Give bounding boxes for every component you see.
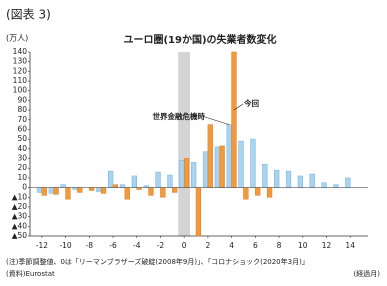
bar: [255, 187, 261, 196]
x-tick-label: 10: [298, 241, 308, 250]
x-tick-label: 6: [253, 241, 258, 250]
y-tick-label: ▲20: [12, 202, 28, 211]
bar: [274, 169, 280, 188]
y-tick-label: 80: [17, 105, 27, 114]
bar: [167, 174, 173, 188]
y-tick-label: 50: [17, 134, 27, 143]
x-tick-label: -10: [59, 241, 71, 250]
x-tick-label: 14: [345, 241, 355, 250]
y-tick-label: 130: [13, 57, 28, 66]
x-tick-label: 2: [206, 241, 211, 250]
annotation-line: [204, 116, 230, 125]
bar: [172, 187, 178, 193]
bar: [160, 187, 166, 198]
bar: [183, 158, 190, 188]
bar: [60, 184, 66, 188]
annotation-line: [233, 103, 244, 111]
bar: [191, 162, 197, 188]
y-tick-label: 120: [13, 66, 28, 75]
bar: [214, 146, 221, 188]
bar: [207, 124, 213, 188]
y-tick-label: ▲40: [12, 221, 28, 230]
series-annotation: 今回: [243, 98, 259, 108]
y-tick-label: 140: [13, 47, 28, 56]
bar: [321, 182, 327, 188]
y-tick-label: 60: [17, 124, 27, 133]
bar: [65, 187, 71, 200]
bar: [226, 124, 232, 188]
y-tick-label: 20: [17, 163, 27, 172]
bar: [333, 184, 339, 188]
y-tick-label: 0: [22, 183, 27, 192]
bar: [195, 187, 202, 237]
series-annotation: 世界金融危機時: [153, 111, 206, 121]
x-tick-label: -6: [109, 241, 117, 250]
bar: [148, 187, 154, 196]
bar: [297, 175, 304, 188]
x-tick-label: 0: [182, 241, 187, 250]
bar: [262, 164, 268, 188]
x-tick-label: 4: [229, 241, 234, 250]
y-tick-label: ▲50: [12, 231, 28, 240]
bar: [155, 171, 161, 188]
x-tick-label: 8: [277, 241, 282, 250]
bar: [238, 140, 244, 188]
y-tick-label: 10: [17, 173, 27, 182]
y-tick-label: 40: [17, 144, 27, 153]
bar: [179, 160, 185, 188]
bar: [202, 151, 209, 188]
note: (注)季節調整値、0は「リーマンブラザーズ破綻(2008年9月)」、「コロナショ…: [6, 257, 309, 266]
y-tick-label: 90: [17, 95, 27, 104]
highlight-band: [178, 52, 191, 236]
bar: [96, 187, 102, 192]
bar: [124, 187, 130, 200]
bar: [36, 187, 43, 193]
y-axis-label: (万人): [6, 34, 28, 43]
bar: [131, 175, 137, 188]
x-axis-label: (経過月): [354, 269, 381, 278]
bar: [100, 187, 107, 194]
bar: [250, 138, 256, 188]
source: (資料)Eurostat: [6, 269, 55, 278]
bar: [112, 184, 119, 188]
bar: [77, 187, 83, 193]
x-tick-label: -2: [157, 241, 165, 250]
header: (図表 3): [6, 8, 51, 22]
y-tick-label: 110: [13, 76, 28, 85]
x-tick-label: 12: [322, 241, 332, 250]
bar: [309, 173, 315, 188]
bar: [108, 170, 114, 188]
x-tick-label: -4: [133, 241, 141, 250]
bar: [231, 51, 237, 188]
y-tick-label: 70: [17, 115, 27, 124]
bar: [285, 170, 292, 188]
y-tick-label: 30: [17, 154, 27, 163]
y-tick-label: ▲30: [12, 212, 28, 221]
x-tick-label: -12: [36, 241, 48, 250]
bar: [243, 187, 249, 200]
bar: [119, 184, 126, 188]
bar: [219, 145, 225, 188]
bar: [48, 187, 54, 194]
y-tick-label: ▲10: [12, 192, 28, 201]
bar: [89, 187, 95, 191]
bar: [266, 187, 273, 198]
y-tick-label: 100: [13, 86, 28, 95]
x-tick-label: -8: [86, 241, 94, 250]
bar: [41, 187, 47, 196]
bar: [53, 187, 59, 195]
chart-title: ユーロ圏(19か国)の失業者数変化: [123, 33, 276, 46]
bar: [345, 177, 351, 188]
